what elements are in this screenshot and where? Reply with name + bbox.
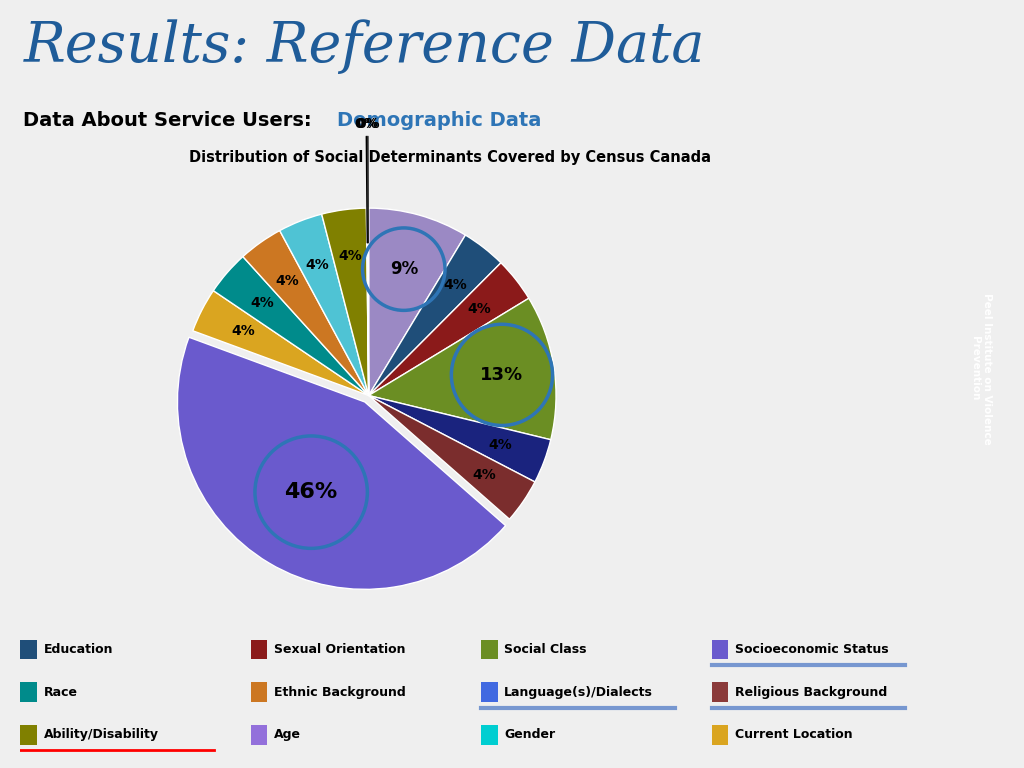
Wedge shape [243,230,369,396]
Text: Distribution of Social Determinants Covered by Census Canada: Distribution of Social Determinants Cove… [188,150,711,165]
Text: 4%: 4% [473,468,497,482]
Text: Peel Institute on Violence
Prevention: Peel Institute on Violence Prevention [970,293,992,445]
Text: Ability/Disability: Ability/Disability [43,728,159,741]
FancyBboxPatch shape [712,640,728,660]
FancyBboxPatch shape [20,682,37,702]
Text: Social Class: Social Class [505,643,587,656]
Wedge shape [280,214,369,396]
Text: 46%: 46% [285,482,338,502]
FancyBboxPatch shape [481,640,498,660]
Text: Gender: Gender [505,728,555,741]
FancyBboxPatch shape [712,725,728,745]
FancyBboxPatch shape [251,725,267,745]
Text: Socioeconomic Status: Socioeconomic Status [735,643,889,656]
Text: 13%: 13% [480,366,523,384]
FancyBboxPatch shape [481,725,498,745]
Text: 0%: 0% [356,117,380,243]
Text: 4%: 4% [305,258,329,272]
Wedge shape [369,263,528,396]
Text: 0%: 0% [354,117,378,243]
Text: 4%: 4% [251,296,274,310]
Text: Age: Age [274,728,301,741]
Text: Language(s)/Dialects: Language(s)/Dialects [505,686,653,699]
Text: Education: Education [43,643,113,656]
Text: Religious Background: Religious Background [735,686,887,699]
Text: Sexual Orientation: Sexual Orientation [274,643,406,656]
Text: Current Location: Current Location [735,728,852,741]
FancyBboxPatch shape [20,640,37,660]
Text: 4%: 4% [488,438,512,452]
Text: Race: Race [43,686,78,699]
Wedge shape [369,235,501,396]
Text: Data About Service Users:: Data About Service Users: [24,111,312,131]
Text: Ethnic Background: Ethnic Background [274,686,406,699]
Wedge shape [367,208,369,396]
FancyBboxPatch shape [251,682,267,702]
Text: 4%: 4% [231,324,255,339]
Text: 4%: 4% [275,273,299,288]
Wedge shape [368,208,369,396]
FancyBboxPatch shape [251,640,267,660]
Wedge shape [322,208,369,396]
FancyBboxPatch shape [20,725,37,745]
FancyBboxPatch shape [481,682,498,702]
Text: 4%: 4% [443,278,467,292]
Text: 4%: 4% [467,302,490,316]
Text: 4%: 4% [338,249,361,263]
Wedge shape [369,298,556,440]
FancyBboxPatch shape [712,682,728,702]
Text: Demographic Data: Demographic Data [337,111,542,131]
Wedge shape [177,337,506,589]
Text: Results: Reference Data: Results: Reference Data [24,19,705,74]
Wedge shape [369,396,535,519]
Wedge shape [369,396,551,482]
Wedge shape [193,290,369,396]
Text: 9%: 9% [390,260,418,278]
Wedge shape [213,257,369,396]
Wedge shape [369,208,466,396]
